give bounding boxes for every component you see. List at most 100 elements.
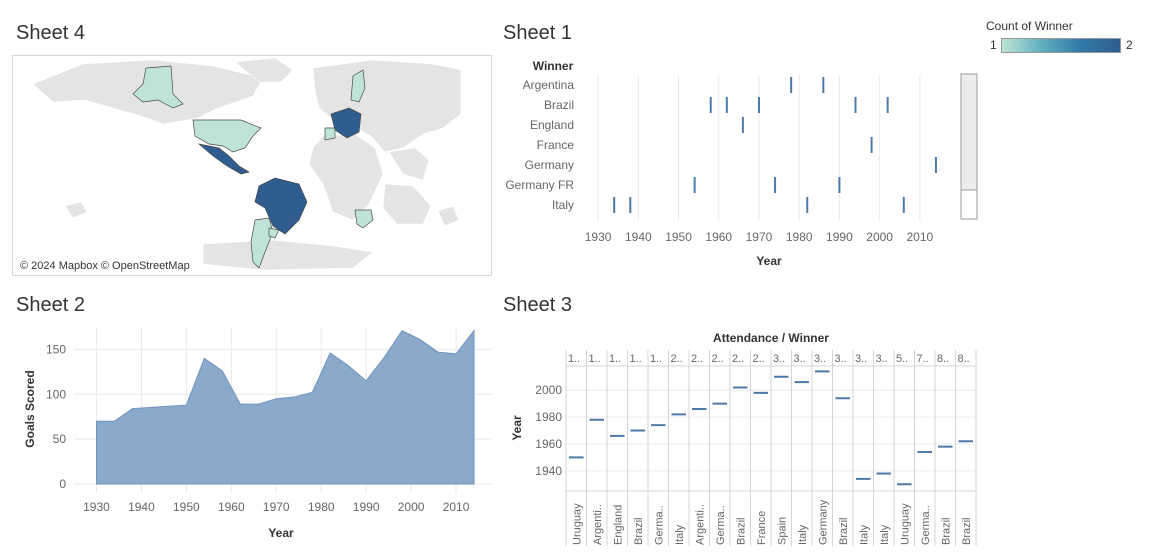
sheet3-winner-label: Uruguay bbox=[571, 503, 583, 545]
sheet1-row-label: Argentina bbox=[523, 78, 575, 92]
legend-max-label: 2 bbox=[1126, 38, 1133, 52]
legend-min-label: 1 bbox=[990, 38, 997, 52]
sheet3-y-tick: 1940 bbox=[535, 464, 562, 478]
sheet2-chart[interactable]: 0 50 100 150 1930 1940 1950 1960 1970 1980 1990 20… bbox=[12, 325, 492, 551]
sheet3-y-tick: 2000 bbox=[535, 383, 562, 397]
sheet1-x-tick: 2010 bbox=[906, 230, 933, 244]
sheet1-x-axis-title: Year bbox=[756, 254, 782, 268]
sheet1-x-tick: 1940 bbox=[625, 230, 652, 244]
sheet2-x-tick: 1940 bbox=[128, 500, 155, 514]
sheet2-y-tick: 100 bbox=[46, 387, 66, 401]
sheet2-x-tick: 2010 bbox=[443, 500, 470, 514]
sheet3-winner-label: Brazil bbox=[838, 517, 850, 545]
sheet3-attendance-label: 2.. bbox=[753, 353, 765, 365]
sheet1-title: Sheet 1 bbox=[503, 22, 572, 44]
sheet3-winner-label: Germany bbox=[817, 499, 829, 545]
sheet1-scrollbar-thumb[interactable] bbox=[960, 73, 978, 191]
sheet3-winner-label: France bbox=[756, 511, 768, 545]
sheet3-attendance-label: 1.. bbox=[609, 353, 621, 365]
sheet3-winner-label: Spain bbox=[776, 517, 788, 545]
world-map-graphic bbox=[13, 56, 491, 275]
sheet1-x-tick: 1990 bbox=[826, 230, 853, 244]
sheet1-row-label: Brazil bbox=[544, 98, 574, 112]
sheet3-attendance-label: 3.. bbox=[835, 353, 847, 365]
sheet3-attendance-label: 1.. bbox=[589, 353, 601, 365]
sheet2-x-tick: 1930 bbox=[83, 500, 110, 514]
sheet3-winner-label: Brazil bbox=[633, 517, 645, 545]
sheet3-y-axis-title: Year bbox=[510, 415, 524, 441]
sheet3-winner-label: Brazil bbox=[735, 517, 747, 545]
world-map[interactable]: © 2024 Mapbox © OpenStreetMap bbox=[12, 55, 492, 276]
sheet3-winner-label: Italy bbox=[879, 524, 891, 545]
sheet2-y-tick: 50 bbox=[53, 432, 67, 446]
sheet3-winner-label: Uruguay bbox=[899, 503, 911, 545]
country-scandinavia bbox=[350, 69, 366, 103]
sheet3-winner-label: England bbox=[612, 505, 624, 545]
sheet3-winner-label: Brazil bbox=[961, 517, 973, 545]
sheet3-attendance-label: 1.. bbox=[650, 353, 662, 365]
sheet2-y-tick: 150 bbox=[46, 342, 66, 356]
sheet2-x-tick: 1960 bbox=[218, 500, 245, 514]
sheet1-row-label: Italy bbox=[552, 198, 574, 212]
country-usa bbox=[192, 119, 262, 153]
sheet1-x-tick: 1980 bbox=[786, 230, 813, 244]
sheet2-title: Sheet 2 bbox=[16, 294, 85, 316]
sheet3-winner-label: Argenti.. bbox=[592, 504, 604, 545]
sheet2-x-tick: 1980 bbox=[308, 500, 335, 514]
sheet1-row-label: Germany bbox=[525, 158, 574, 172]
country-argentina bbox=[250, 217, 274, 269]
sheet3-attendance-label: 8.. bbox=[958, 353, 970, 365]
legend-color-ramp bbox=[1001, 38, 1121, 53]
sheet3-attendance-label: 5.. bbox=[896, 353, 908, 365]
sheet1-row-label: England bbox=[530, 118, 574, 132]
sheet3-attendance-label: 3.. bbox=[794, 353, 806, 365]
sheet3-attendance-label: 2.. bbox=[712, 353, 724, 365]
sheet3-winner-label: Argenti.. bbox=[694, 504, 706, 545]
sheet3-attendance-label: 7.. bbox=[917, 353, 929, 365]
sheet2-y-tick: 0 bbox=[59, 477, 66, 491]
country-south-africa bbox=[354, 209, 374, 229]
sheet3-attendance-label: 1.. bbox=[630, 353, 642, 365]
sheet3-winner-label: Italy bbox=[858, 524, 870, 545]
sheet3-winner-label: Brazil bbox=[940, 517, 952, 545]
sheet1-x-tick: 1960 bbox=[705, 230, 732, 244]
sheet3-chart[interactable]: Attendance / Winner Year 1.. 1.. 1.. 1.. 1..… bbox=[500, 328, 980, 552]
country-uruguay bbox=[268, 227, 280, 239]
sheet2-y-axis-title: Goals Scored bbox=[23, 370, 37, 447]
sheet1-row-label: Germany FR bbox=[505, 178, 574, 192]
sheet3-attendance-label: 2.. bbox=[732, 353, 744, 365]
sheet1-chart[interactable]: Argentina Brazil England France Germany Germa… bbox=[492, 55, 1012, 280]
sheet2-x-axis-title: Year bbox=[268, 526, 294, 540]
country-brazil bbox=[254, 177, 308, 235]
country-usa-alaska bbox=[132, 65, 184, 109]
sheet3-attendance-label: 3.. bbox=[855, 353, 867, 365]
sheet1-x-tick: 2000 bbox=[866, 230, 893, 244]
sheet3-attendance-label: 8.. bbox=[937, 353, 949, 365]
sheet3-header: Attendance / Winner bbox=[713, 331, 829, 345]
sheet3-attendance-label: 2.. bbox=[691, 353, 703, 365]
sheet1-y-axis-title: Winner bbox=[533, 59, 574, 73]
sheet1-x-tick: 1970 bbox=[746, 230, 773, 244]
sheet3-attendance-label: 3.. bbox=[876, 353, 888, 365]
sheet3-title: Sheet 3 bbox=[503, 294, 572, 316]
sheet3-attendance-label: 3.. bbox=[814, 353, 826, 365]
country-spain bbox=[324, 127, 336, 141]
color-legend: Count of Winner 1 2 bbox=[986, 18, 1136, 58]
sheet3-winner-label: Italy bbox=[797, 524, 809, 545]
sheet3-y-tick: 1980 bbox=[535, 410, 562, 424]
sheet3-attendance-label: 3.. bbox=[773, 353, 785, 365]
sheet4-title: Sheet 4 bbox=[16, 22, 85, 44]
legend-title: Count of Winner bbox=[986, 19, 1073, 33]
sheet2-area-series[interactable] bbox=[95, 329, 475, 485]
sheet2-x-tick: 1990 bbox=[353, 500, 380, 514]
map-attribution[interactable]: © 2024 Mapbox © OpenStreetMap bbox=[20, 260, 190, 272]
sheet3-winner-label: Italy bbox=[674, 524, 686, 545]
sheet1-row-label: France bbox=[537, 138, 575, 152]
map-country-fills bbox=[132, 65, 374, 269]
sheet2-x-tick: 1950 bbox=[173, 500, 200, 514]
sheet3-attendance-label: 1.. bbox=[568, 353, 580, 365]
sheet3-attendance-label: 2.. bbox=[671, 353, 683, 365]
country-mexico bbox=[197, 143, 250, 175]
sheet3-winner-label: Germa.. bbox=[715, 505, 727, 545]
sheet2-x-tick: 1970 bbox=[263, 500, 290, 514]
